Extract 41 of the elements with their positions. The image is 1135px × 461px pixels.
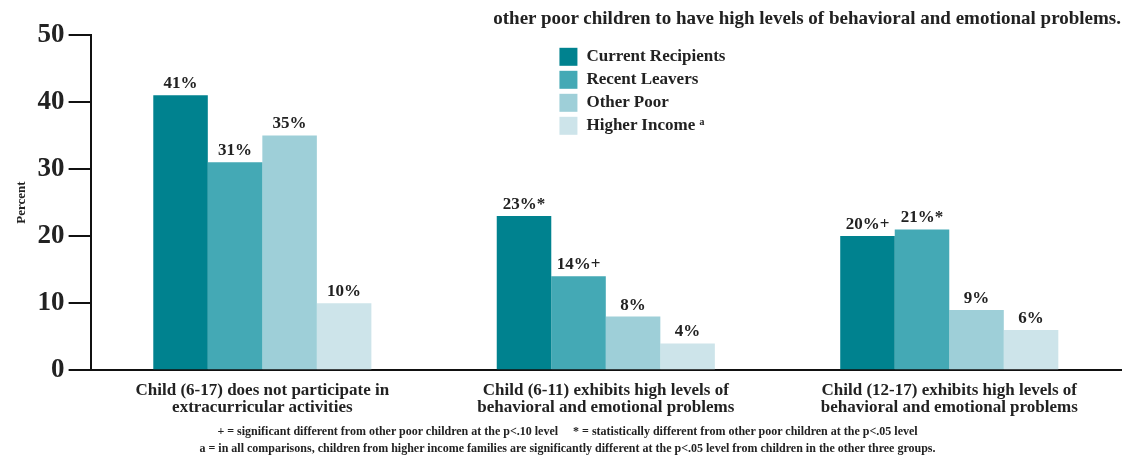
y-axis-title: Percent bbox=[13, 180, 29, 224]
x-tick-label: Child (6-17) does not participate in extracurricular activities bbox=[135, 379, 390, 417]
legend-label: Higher Income ᵃ bbox=[586, 115, 705, 135]
data-label: 10% bbox=[327, 281, 362, 301]
data-label: 20%+ bbox=[845, 213, 890, 233]
bar bbox=[153, 95, 208, 370]
data-label: 41% bbox=[163, 73, 198, 93]
data-label: 8% bbox=[620, 294, 646, 314]
y-tick-label: 30 bbox=[37, 151, 65, 182]
legend-label: Other Poor bbox=[586, 92, 670, 112]
data-label: 4% bbox=[674, 321, 701, 341]
text: + = significant different from other poor children at the p<.10 level * = statistically different from other poor children at the p<.05 level bbox=[216, 424, 919, 439]
bar bbox=[316, 303, 372, 370]
data-label: 23%* bbox=[502, 193, 546, 213]
data-label: 14%+ bbox=[556, 254, 601, 274]
y-tick-label: 20 bbox=[37, 219, 65, 250]
bar bbox=[605, 316, 661, 370]
text: a = in all comparisons, children from higher income families are significantly different at the p<.05 level from children in the other three groups. bbox=[198, 441, 937, 456]
bar bbox=[894, 229, 950, 370]
bar bbox=[551, 276, 606, 370]
bar bbox=[840, 236, 895, 370]
bar bbox=[660, 343, 715, 370]
y-tick-label: 0 bbox=[51, 353, 65, 384]
x-tick-label: Child (6-11) exhibits high levels of behavioral and emotional problems bbox=[477, 379, 735, 417]
x-tick-label: Child (12-17) exhibits high levels of behavioral and emotional problems bbox=[820, 379, 1079, 417]
y-tick-label: 40 bbox=[37, 84, 65, 115]
bar bbox=[262, 135, 317, 370]
legend-label: Current Recipients bbox=[586, 46, 726, 66]
bar bbox=[1003, 330, 1059, 370]
y-tick-label: 50 bbox=[37, 17, 65, 48]
y-tick-label: 10 bbox=[37, 286, 65, 317]
data-label: 31% bbox=[218, 140, 253, 160]
data-label: 21%* bbox=[900, 207, 944, 227]
legend-label: Recent Leavers bbox=[586, 69, 699, 89]
chart-title: other poor children to have high levels of behavioral and emotional problems. bbox=[493, 7, 1121, 29]
bar bbox=[949, 309, 1004, 370]
data-label: 35% bbox=[272, 113, 307, 133]
data-label: 6% bbox=[1018, 307, 1044, 327]
bar bbox=[496, 215, 552, 370]
bar bbox=[207, 162, 263, 370]
data-label: 9% bbox=[963, 287, 990, 307]
